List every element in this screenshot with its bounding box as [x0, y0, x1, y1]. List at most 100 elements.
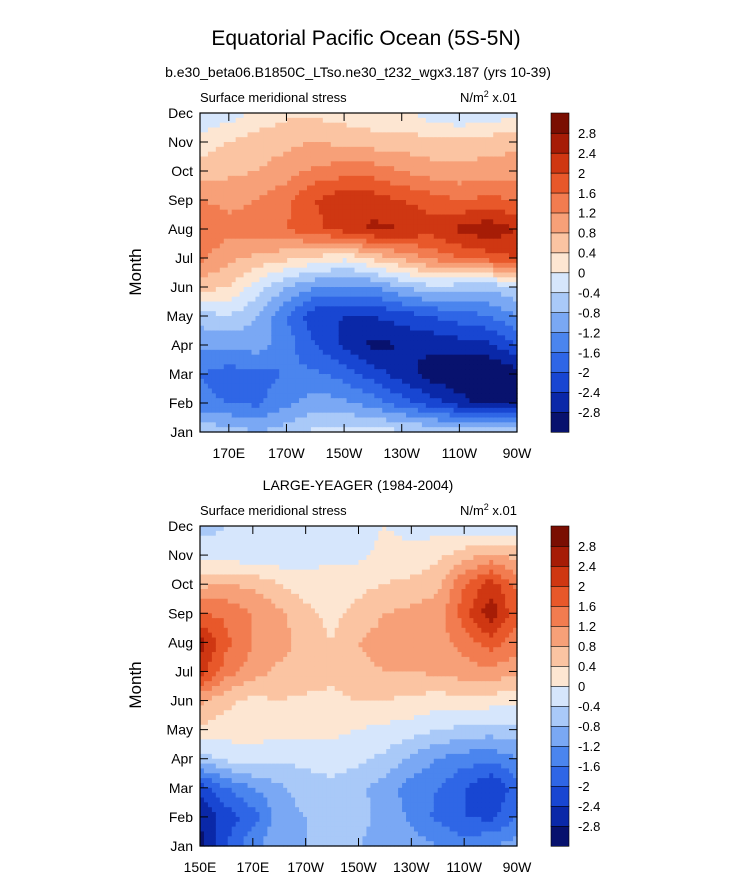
- heatmap-cell: [330, 233, 336, 240]
- heatmap-cell: [382, 214, 387, 220]
- heatmap-cell: [267, 359, 272, 365]
- heatmap-cell: [437, 258, 443, 264]
- heatmap-cell: [406, 142, 411, 148]
- heatmap-cell: [275, 369, 280, 375]
- heatmap-cell: [489, 296, 494, 303]
- heatmap-cell: [322, 214, 328, 220]
- heatmap-cell: [239, 204, 245, 211]
- heatmap-cell: [235, 132, 241, 138]
- heatmap-cell: [303, 190, 308, 196]
- heatmap-cell: [330, 142, 336, 148]
- heatmap-cell: [402, 117, 407, 124]
- heatmap-cell: [362, 398, 368, 404]
- heatmap-cell: [231, 117, 237, 124]
- heatmap-cell: [374, 335, 379, 341]
- heatmap-cell: [231, 132, 237, 138]
- heatmap-cell: [322, 219, 328, 225]
- heatmap-cell: [449, 316, 455, 322]
- heatmap-cell: [342, 296, 348, 303]
- heatmap-cell: [243, 195, 249, 201]
- heatmap-cell: [346, 127, 352, 133]
- heatmap-cell: [477, 219, 482, 225]
- heatmap-cell: [263, 422, 268, 428]
- heatmap-cell: [457, 175, 463, 182]
- heatmap-cell: [465, 345, 471, 351]
- heatmap-cell: [453, 243, 459, 249]
- heatmap-cell: [299, 272, 304, 278]
- heatmap-cell: [346, 233, 352, 240]
- heatmap-cell: [267, 113, 272, 119]
- heatmap-cell: [453, 258, 459, 264]
- heatmap-cell: [429, 258, 435, 264]
- heatmap-cell: [219, 127, 225, 133]
- heatmap-cell: [263, 296, 268, 303]
- heatmap-cell: [267, 277, 272, 283]
- heatmap-cell: [219, 156, 225, 162]
- heatmap-cell: [366, 161, 371, 167]
- heatmap-cell: [445, 204, 451, 211]
- heatmap-cell: [219, 204, 225, 211]
- heatmap-cell: [489, 349, 494, 356]
- heatmap-cell: [465, 359, 471, 365]
- heatmap-cell: [275, 219, 280, 225]
- heatmap-cell: [445, 320, 451, 327]
- heatmap-cell: [223, 417, 229, 423]
- heatmap-cell: [425, 238, 431, 245]
- heatmap-cell: [469, 204, 475, 211]
- heatmap-cell: [449, 364, 455, 370]
- heatmap-cell: [203, 407, 209, 414]
- heatmap-cell: [318, 403, 324, 409]
- heatmap-cell: [445, 403, 451, 409]
- heatmap-cell: [259, 248, 264, 254]
- heatmap-cell: [449, 190, 455, 196]
- heatmap-cell: [200, 330, 205, 336]
- heatmap-cell: [334, 349, 340, 356]
- heatmap-cell: [275, 175, 280, 182]
- heatmap-cell: [271, 306, 276, 312]
- heatmap-cell: [394, 171, 399, 177]
- heatmap-cell: [477, 349, 482, 356]
- heatmap-cell: [243, 132, 249, 138]
- heatmap-cell: [287, 417, 292, 423]
- heatmap-cell: [378, 306, 383, 312]
- heatmap-cell: [255, 422, 261, 428]
- heatmap-cell: [481, 267, 486, 274]
- heatmap-cell: [370, 359, 375, 365]
- heatmap-cell: [370, 417, 375, 423]
- heatmap-cell: [259, 306, 264, 312]
- heatmap-cell: [350, 117, 356, 124]
- heatmap-cell: [437, 296, 443, 303]
- heatmap-cell: [398, 388, 403, 394]
- heatmap-cell: [247, 427, 253, 433]
- heatmap-cell: [326, 296, 332, 303]
- heatmap-cell: [386, 267, 391, 274]
- heatmap-cell: [231, 422, 237, 428]
- heatmap-cell: [374, 262, 379, 269]
- heatmap-cell: [239, 113, 245, 119]
- heatmap-cell: [413, 407, 419, 414]
- heatmap-cell: [207, 374, 213, 380]
- heatmap-cell: [251, 412, 257, 419]
- heatmap-cell: [350, 142, 356, 148]
- heatmap-cell: [291, 349, 296, 356]
- heatmap-cell: [223, 335, 229, 341]
- heatmap-cell: [318, 417, 324, 423]
- heatmap-cell: [342, 287, 348, 293]
- heatmap-cell: [457, 132, 463, 138]
- heatmap-cell: [473, 393, 478, 399]
- heatmap-cell: [477, 325, 482, 332]
- heatmap-cell: [410, 219, 415, 225]
- heatmap-cell: [413, 137, 419, 143]
- heatmap-cell: [386, 383, 391, 390]
- heatmap-cell: [330, 398, 336, 404]
- heatmap-cell: [469, 296, 475, 303]
- heatmap-cell: [398, 209, 403, 216]
- heatmap-cell: [239, 320, 245, 327]
- heatmap-cell: [441, 369, 447, 375]
- heatmap-cell: [235, 171, 241, 177]
- heatmap-cell: [461, 262, 467, 269]
- heatmap-cell: [370, 306, 375, 312]
- heatmap-cell: [271, 291, 276, 298]
- heatmap-cell: [481, 403, 486, 409]
- heatmap-cell: [493, 175, 498, 182]
